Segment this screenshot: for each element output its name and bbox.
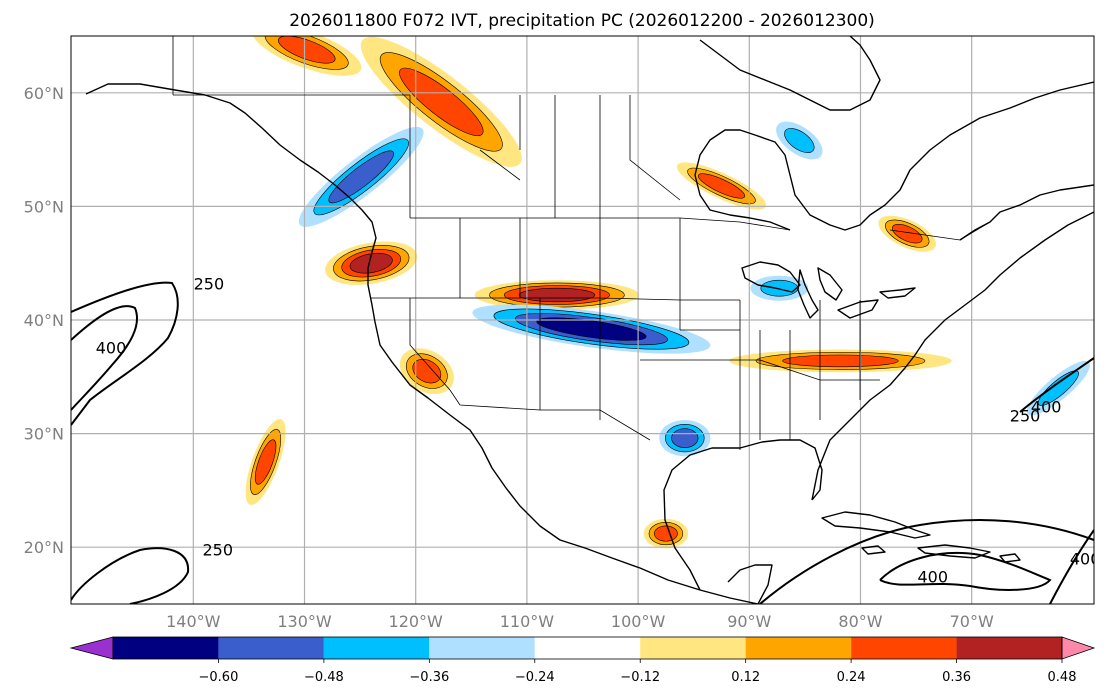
longitude-tick-labels: 140°W 130°W 120°W 110°W 100°W 90°W 80°W 70°W (166, 612, 994, 631)
precip-feature-positive (643, 518, 689, 549)
ivt-contour-250-caribbean (759, 519, 1094, 604)
lon-tick-label: 130°W (277, 612, 332, 631)
lon-tick-label: 120°W (389, 612, 444, 631)
precip-level-neg-0p48 (536, 317, 647, 341)
ivt-contour-400-west (71, 305, 138, 411)
precip-feature-positive (399, 348, 454, 394)
colorbar-tick-label: −0.24 (515, 670, 555, 685)
precip-feature-positive (878, 215, 936, 252)
lon-tick-label: 80°W (838, 612, 882, 631)
lat-tick-label: 40°N (24, 311, 64, 330)
colorbar-tick-label: 0.12 (731, 670, 760, 685)
precip-level-0p36 (782, 354, 899, 368)
precip-feature-positive (676, 162, 767, 210)
colorbar-segment (218, 637, 324, 659)
lat-tick-label: 60°N (24, 84, 64, 103)
precip-feature-negative (472, 304, 711, 354)
colorbar-tick-label: 0.36 (942, 670, 971, 685)
colorbar-segment (323, 637, 430, 659)
precip-feature-negative (776, 121, 823, 160)
colorbar-segment (640, 637, 746, 659)
colorbar-segment (956, 637, 1062, 659)
lat-tick-label: 20°N (24, 538, 64, 557)
precip-feature-negative (1026, 360, 1090, 416)
chart-title: 2026011800 F072 IVT, precipitation PC (2… (289, 11, 875, 31)
great-lakes (741, 261, 916, 319)
precip-level-0p36 (891, 223, 923, 244)
ivt-contour-250-west (71, 281, 179, 426)
colorbar-tick-label: −0.48 (304, 670, 344, 685)
precip-feature-positive (360, 36, 522, 167)
colorbar-segment (851, 637, 957, 659)
precip-level-neg-0p36 (328, 150, 394, 204)
ivt-contour-label: 250 (1010, 406, 1041, 425)
precip-level-0p36 (254, 439, 277, 485)
ivt-contour-400-caribbean (879, 552, 1052, 591)
colorbar-segment (745, 637, 852, 659)
colorbar: −0.60 −0.48 −0.36 −0.24 −0.12 0.12 0.24 0.36 0.4… (69, 636, 1096, 685)
colorbar-tick-label: −0.12 (620, 670, 660, 685)
lat-tick-label: 30°N (24, 425, 64, 444)
latitude-tick-labels: 20°N 30°N 40°N 50°N 60°N (24, 84, 64, 557)
precip-level-0p48 (349, 252, 393, 274)
precip-feature-positive (252, 36, 362, 76)
colorbar-segment (113, 637, 219, 659)
precip-level-0p36 (399, 67, 484, 136)
precip-feature-positive (474, 280, 640, 310)
colorbar-tick-label: −0.60 (199, 670, 239, 685)
precip-level-0p36 (654, 525, 678, 542)
colorbar-segment (429, 637, 535, 659)
precip-pc-fill-layer (245, 36, 1090, 549)
ivt-contour-label: 400 (1031, 397, 1062, 416)
precip-feature-positive (245, 419, 286, 505)
colorbar-extend-high (1061, 636, 1096, 660)
colorbar-extend-low (69, 636, 114, 660)
ivt-contour-label: 400 (1070, 550, 1101, 569)
ivt-contour-400-atlantic (1049, 529, 1094, 604)
lat-tick-label: 50°N (24, 197, 64, 216)
colorbar-segment (534, 637, 641, 659)
ivt-contour-label: 250 (203, 540, 234, 559)
map-frame (70, 35, 1095, 605)
precip-level-neg-0p24 (784, 128, 815, 153)
ivt-contour-250-atlantic (1019, 357, 1094, 413)
colorbar-frame (112, 636, 1063, 660)
colorbar-tick-label: 0.24 (837, 670, 866, 685)
colorbar-tick-label: −0.36 (409, 670, 449, 685)
political-borders (172, 36, 991, 450)
precip-level-0p36 (277, 36, 336, 64)
ivt-contour-label: 400 (96, 338, 127, 357)
lon-tick-label: 70°W (950, 612, 994, 631)
ivt-contours (71, 281, 1094, 604)
precip-level-0p48 (518, 287, 596, 303)
precip-feature-positive (729, 349, 952, 373)
precip-level-neg-0p24 (1037, 370, 1079, 406)
precip-level-neg-0p24 (760, 279, 799, 297)
precip-level-0p36 (697, 173, 746, 199)
ivt-contour-label: 250 (194, 275, 225, 294)
lon-tick-label: 90°W (727, 612, 771, 631)
lon-tick-label: 100°W (611, 612, 666, 631)
ivt-contour-label: 400 (917, 568, 948, 587)
colorbar-tick-label: 0.48 (1048, 670, 1077, 685)
precip-feature-negative (298, 126, 424, 227)
ivt-contour-250-south (71, 547, 190, 604)
lon-tick-label: 140°W (166, 612, 221, 631)
precip-level-neg-0p36 (671, 428, 699, 448)
lon-tick-label: 110°W (500, 612, 555, 631)
precip-feature-positive (325, 241, 418, 285)
north-america-coastline (85, 36, 1094, 604)
